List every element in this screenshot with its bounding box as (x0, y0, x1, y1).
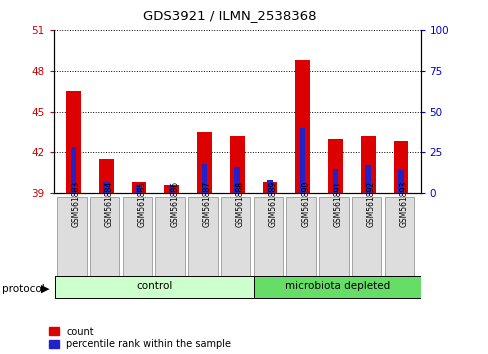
Bar (286, 197, 315, 278)
Bar (155, 197, 184, 278)
Bar (266, 180, 272, 193)
Bar (299, 128, 305, 193)
Bar (384, 197, 413, 278)
Text: microbiota depleted: microbiota depleted (284, 281, 389, 291)
Bar (295, 60, 309, 193)
Legend: count, percentile rank within the sample: count, percentile rank within the sample (49, 327, 231, 349)
Bar (365, 165, 370, 193)
Text: GSM561888: GSM561888 (235, 181, 244, 227)
Bar (397, 170, 403, 193)
Bar (99, 159, 113, 193)
Text: GDS3921 / ILMN_2538368: GDS3921 / ILMN_2538368 (143, 9, 316, 22)
Bar (188, 197, 217, 278)
Bar (55, 275, 253, 298)
Bar (253, 275, 420, 298)
Bar (201, 164, 207, 193)
Text: GSM561893: GSM561893 (399, 181, 407, 227)
Bar (234, 167, 240, 193)
Text: GSM561889: GSM561889 (268, 181, 277, 227)
Bar (131, 182, 146, 193)
Text: GSM561884: GSM561884 (104, 181, 114, 227)
Text: GSM561883: GSM561883 (72, 181, 81, 227)
Bar (197, 132, 211, 193)
Bar (319, 197, 348, 278)
Bar (70, 147, 76, 193)
Bar (229, 136, 244, 193)
Bar (122, 197, 152, 278)
Text: GSM561885: GSM561885 (137, 181, 146, 227)
Text: GSM561890: GSM561890 (301, 181, 309, 227)
Bar (262, 182, 277, 193)
Bar (90, 197, 119, 278)
Text: protocol: protocol (2, 284, 45, 293)
Bar (332, 169, 338, 193)
Bar (393, 141, 407, 193)
Text: GSM561891: GSM561891 (333, 181, 342, 227)
Text: GSM561887: GSM561887 (203, 181, 211, 227)
Bar (57, 197, 86, 278)
Text: GSM561892: GSM561892 (366, 181, 375, 227)
Bar (327, 139, 342, 193)
Bar (360, 136, 375, 193)
Bar (136, 185, 142, 193)
Bar (66, 91, 81, 193)
Bar (103, 182, 109, 193)
Bar (253, 197, 283, 278)
Text: ▶: ▶ (41, 284, 50, 293)
Bar (351, 197, 381, 278)
Text: GSM561886: GSM561886 (170, 181, 179, 227)
Bar (164, 185, 179, 193)
Text: control: control (136, 281, 172, 291)
Bar (168, 185, 174, 193)
Bar (221, 197, 250, 278)
